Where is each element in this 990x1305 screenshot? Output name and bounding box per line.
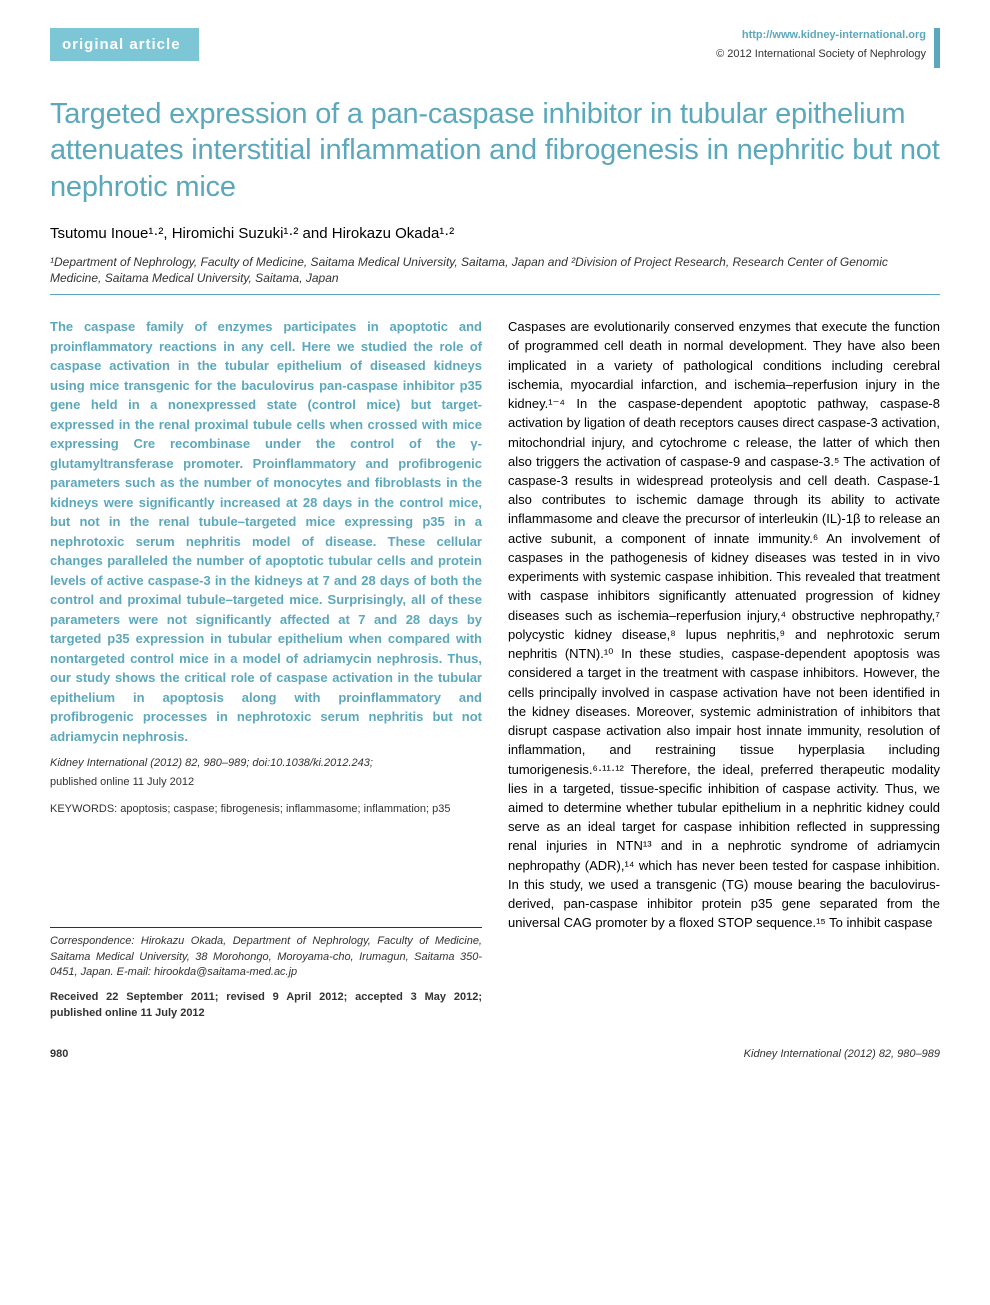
title-divider [50, 294, 940, 295]
journal-url[interactable]: http://www.kidney-international.org [716, 28, 926, 43]
header-right: http://www.kidney-international.org © 20… [716, 28, 926, 63]
right-column: Caspases are evolutionarily conserved en… [508, 317, 940, 1021]
keywords-label: KEYWORDS: [50, 803, 120, 815]
correspondence-block: Correspondence: Hirokazu Okada, Departme… [50, 927, 482, 980]
header-row: original article http://www.kidney-inter… [50, 28, 940, 68]
footer-row: 980 Kidney International (2012) 82, 980–… [50, 1047, 940, 1062]
footer-journal: Kidney International (2012) 82, 980–989 [744, 1047, 940, 1062]
abstract-text: The caspase family of enzymes participat… [50, 317, 482, 746]
page-container: original article http://www.kidney-inter… [0, 0, 990, 1091]
article-type-badge: original article [50, 28, 199, 61]
accent-bar-icon [934, 28, 940, 68]
copyright-text: © 2012 International Society of Nephrolo… [716, 47, 926, 62]
left-column: The caspase family of enzymes participat… [50, 317, 482, 1021]
article-title: Targeted expression of a pan-caspase inh… [50, 96, 940, 205]
header-right-wrap: http://www.kidney-international.org © 20… [716, 28, 940, 68]
citation-line: Kidney International (2012) 82, 980–989;… [50, 756, 482, 771]
page-number: 980 [50, 1047, 68, 1062]
body-text: Caspases are evolutionarily conserved en… [508, 317, 940, 933]
two-column-layout: The caspase family of enzymes participat… [50, 317, 940, 1021]
affiliations: ¹Department of Nephrology, Faculty of Me… [50, 254, 940, 286]
keywords-block: KEYWORDS: apoptosis; caspase; fibrogenes… [50, 802, 482, 817]
keywords-text: apoptosis; caspase; fibrogenesis; inflam… [120, 803, 450, 815]
correspondence-text: Correspondence: Hirokazu Okada, Departme… [50, 935, 482, 978]
publish-date: published online 11 July 2012 [50, 775, 482, 790]
received-dates: Received 22 September 2011; revised 9 Ap… [50, 990, 482, 1021]
authors-line: Tsutomu Inoue¹·², Hiromichi Suzuki¹·² an… [50, 223, 940, 244]
